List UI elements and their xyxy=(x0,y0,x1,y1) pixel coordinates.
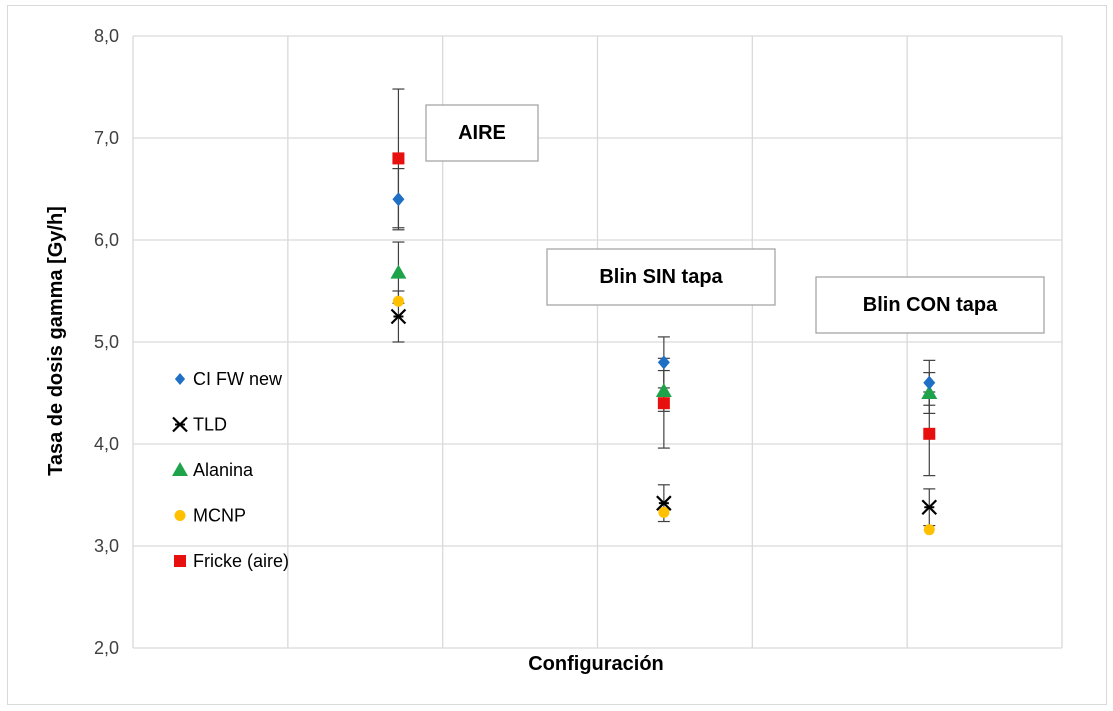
legend-label: CI FW new xyxy=(193,369,283,389)
point-circle xyxy=(392,295,404,307)
annotation-box xyxy=(546,248,776,306)
point-asterisk xyxy=(390,308,407,325)
y-tick-label: 7,0 xyxy=(94,128,119,148)
legend-label: Fricke (aire) xyxy=(193,551,289,571)
legend-label: Alanina xyxy=(193,460,254,480)
legend-marker-square xyxy=(174,555,186,567)
point-triangle xyxy=(921,385,938,399)
data-points xyxy=(390,152,938,536)
legend-label: TLD xyxy=(193,415,227,435)
chart-frame xyxy=(7,5,1107,705)
point-circle xyxy=(923,524,935,536)
point-square xyxy=(657,397,670,410)
y-tick-label: 8,0 xyxy=(94,26,119,46)
annotation-box xyxy=(815,276,1045,334)
point-asterisk xyxy=(921,499,938,516)
y-tick-labels: 2,0 3,0 4,0 5,0 6,0 7,0 8,0 xyxy=(94,26,119,658)
annotations: AIRE Blin SIN tapa Blin CON tapa xyxy=(425,104,1045,334)
point-circle xyxy=(658,506,670,518)
point-triangle xyxy=(390,264,407,279)
legend-label: MCNP xyxy=(193,506,246,526)
point-triangle xyxy=(655,382,672,397)
y-tick-label: 6,0 xyxy=(94,230,119,250)
y-tick-label: 2,0 xyxy=(94,638,119,658)
legend: CI FW new TLD Alanina MCNP Fricke (aire) xyxy=(172,369,289,571)
x-axis-title: Configuración xyxy=(528,653,664,675)
point-diamond xyxy=(923,375,936,390)
point-diamond xyxy=(657,355,670,370)
y-tick-label: 3,0 xyxy=(94,536,119,556)
annotation-label: Blin SIN tapa xyxy=(599,266,723,288)
legend-marker-circle xyxy=(174,510,186,521)
legend-marker-triangle xyxy=(172,462,188,476)
annotation-box xyxy=(425,104,539,162)
point-square xyxy=(392,152,405,165)
y-tick-label: 4,0 xyxy=(94,434,119,454)
annotation-label: AIRE xyxy=(458,122,506,144)
point-asterisk xyxy=(656,495,672,511)
annotation-label: Blin CON tapa xyxy=(863,294,998,316)
legend-marker-asterisk xyxy=(172,416,188,433)
point-diamond xyxy=(392,192,405,207)
y-tick-label: 5,0 xyxy=(94,332,119,352)
point-square xyxy=(923,427,936,440)
y-axis-title: Tasa de dosis gamma [Gy/h] xyxy=(45,206,67,476)
legend-marker-diamond xyxy=(174,373,186,385)
